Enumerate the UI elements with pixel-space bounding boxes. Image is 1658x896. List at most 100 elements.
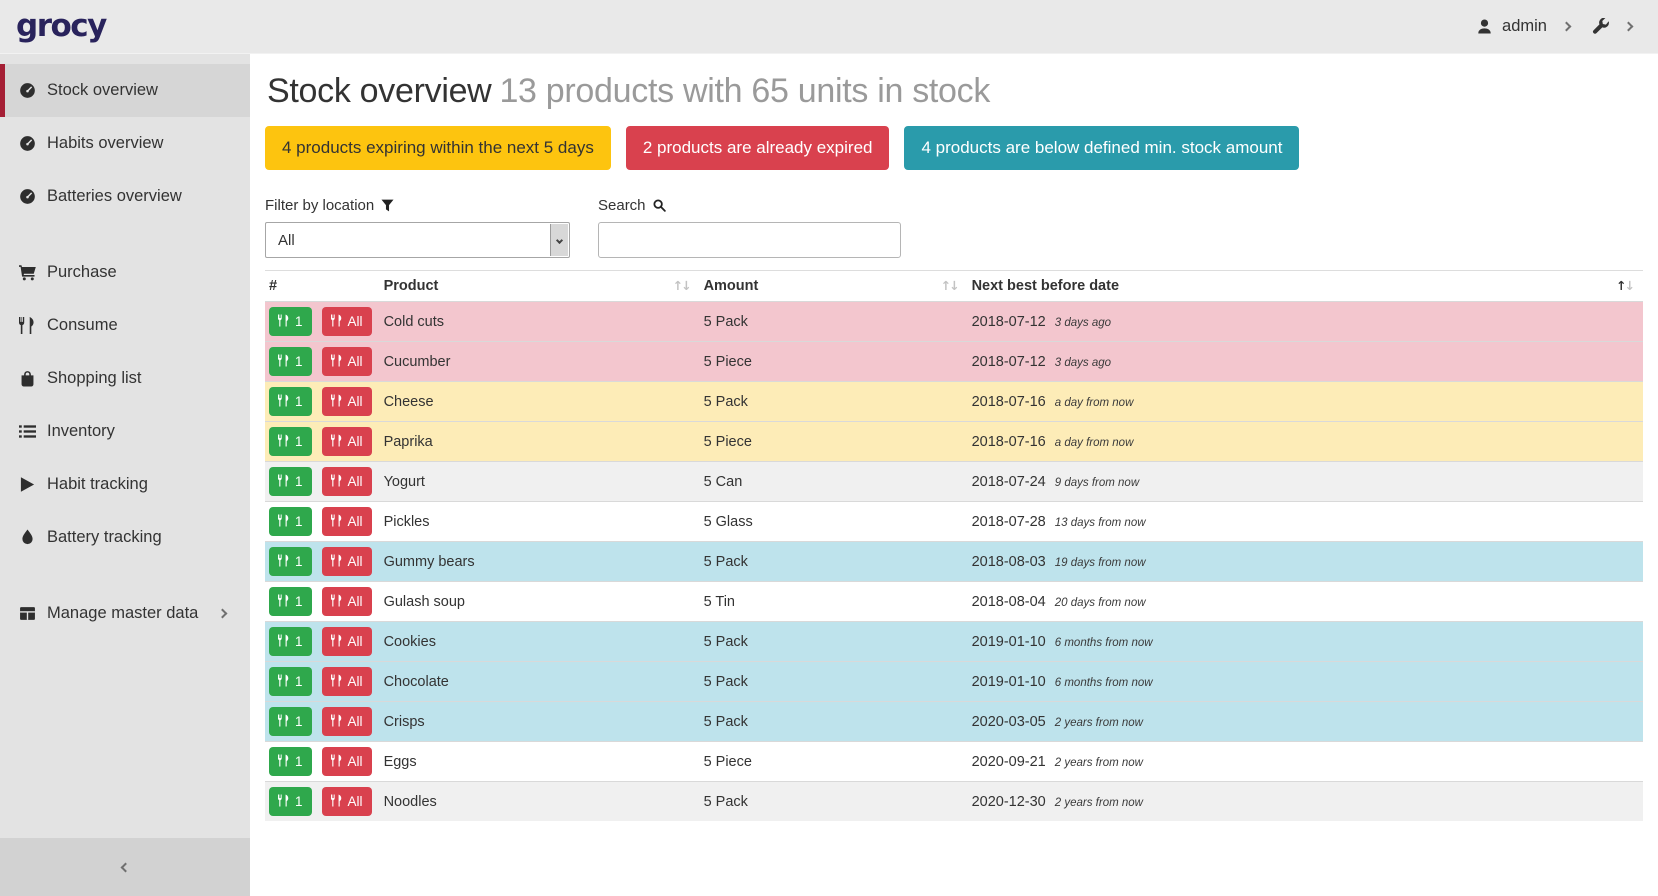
consume-all-button[interactable]: All [321,387,372,416]
table-row: 1 All Eggs 5 Piece 2020-09-21 2 years fr… [265,741,1643,782]
location-filter: Filter by location All [265,197,570,258]
app-logo[interactable]: grocy [16,8,107,44]
amount-cell: 5 Piece [699,421,968,462]
table-row: 1 All Paprika 5 Piece 2018-07-16 a day f… [265,421,1643,462]
sidebar-item-purchase[interactable]: Purchase [0,246,250,299]
search-label-text: Search [598,197,646,214]
product-cell: Cheese [379,381,700,422]
settings-menu[interactable] [1592,18,1609,35]
consume-all-label: All [347,794,363,809]
consume-all-button[interactable]: All [321,347,372,376]
sidebar-item-label: Manage master data [47,604,199,622]
sidebar-item-habits-overview[interactable]: Habits overview [0,117,250,170]
column-header-amount[interactable]: Amount ↑↓ [699,270,968,302]
consume-one-label: 1 [295,714,303,729]
consume-one-button[interactable]: 1 [269,787,312,816]
amount-cell: 5 Pack [699,621,968,662]
consume-one-label: 1 [295,674,303,689]
consume-one-label: 1 [295,314,303,329]
sidebar-item-inventory[interactable]: Inventory [0,405,250,458]
sort-icon: ↑↓ [672,278,692,293]
best-before-cell: 2019-01-10 6 months from now [967,621,1643,662]
product-cell: Cold cuts [379,301,700,342]
consume-one-button[interactable]: 1 [269,627,312,656]
sidebar-item-label: Shopping list [47,369,142,387]
column-header-label: Product [383,278,439,294]
consume-all-button[interactable]: All [321,507,372,536]
chevron-right-icon[interactable] [1561,21,1572,32]
consume-one-button[interactable]: 1 [269,707,312,736]
consume-one-button[interactable]: 1 [269,427,312,456]
select-caret[interactable] [550,224,568,256]
table-row: 1 All Cheese 5 Pack 2018-07-16 a day fro… [265,381,1643,422]
consume-all-button[interactable]: All [321,747,372,776]
best-before-date: 2019-01-10 [971,633,1046,650]
status-badges: 4 products expiring within the next 5 da… [265,126,1643,170]
search-input[interactable] [598,222,901,258]
column-header-product[interactable]: Product ↑↓ [379,270,700,302]
best-before-cell: 2018-07-16 a day from now [967,421,1643,462]
best-before-cell: 2018-07-12 3 days ago [967,341,1643,382]
best-before-relative: 6 months from now [1054,676,1153,689]
sidebar-item-manage-master-data[interactable]: Manage master data [0,587,250,640]
amount-cell: 5 Tin [699,581,968,622]
consume-one-button[interactable]: 1 [269,747,312,776]
column-header-next-best-before-date[interactable]: Next best before date ↑↓ [967,270,1643,302]
sidebar-item-label: Habit tracking [47,475,148,493]
utensils-icon [330,474,343,490]
consume-all-button[interactable]: All [321,587,372,616]
consume-one-button[interactable]: 1 [269,587,312,616]
consume-all-button[interactable]: All [321,547,372,576]
consume-one-button[interactable]: 1 [269,667,312,696]
consume-all-button[interactable]: All [321,307,372,336]
sidebar-item-habit-tracking[interactable]: Habit tracking [0,458,250,511]
sidebar-item-batteries-overview[interactable]: Batteries overview [0,170,250,223]
utensils-icon [278,714,290,730]
consume-all-label: All [347,754,363,769]
product-cell: Cookies [379,621,700,662]
chevron-right-icon[interactable] [1623,21,1634,32]
consume-all-button[interactable]: All [321,627,372,656]
consume-all-button[interactable]: All [321,467,372,496]
status-badge[interactable]: 4 products are below defined min. stock … [904,126,1300,170]
search-label: Search [598,197,901,214]
search-filter: Search [598,197,901,258]
consume-all-label: All [347,674,363,689]
consume-all-button[interactable]: All [321,787,372,816]
chevron-right-icon [217,608,228,619]
table-header-row: # Product ↑↓ Amount ↑↓ Next best before date ↑… [265,270,1643,302]
status-badge[interactable]: 2 products are already expired [625,126,890,170]
status-badge[interactable]: 4 products expiring within the next 5 da… [265,126,611,170]
consume-all-label: All [347,714,363,729]
tachometer-icon [18,82,37,99]
sidebar-item-label: Consume [47,316,118,334]
sidebar: Stock overview Habits overview Batteries o… [0,54,250,896]
sidebar-item-stock-overview[interactable]: Stock overview [0,64,250,117]
consume-one-button[interactable]: 1 [269,467,312,496]
location-select[interactable]: All [265,222,570,258]
consume-all-label: All [347,394,363,409]
sidebar-item-label: Battery tracking [47,528,162,546]
filters-row: Filter by location All Search [265,197,1643,258]
consume-one-button[interactable]: 1 [269,547,312,576]
sidebar-item-shopping-list[interactable]: Shopping list [0,352,250,405]
consume-all-button[interactable]: All [321,667,372,696]
best-before-cell: 2018-07-24 9 days from now [967,461,1643,502]
sidebar-item-battery-tracking[interactable]: Battery tracking [0,511,250,564]
consume-one-button[interactable]: 1 [269,347,312,376]
consume-one-button[interactable]: 1 [269,387,312,416]
consume-one-button[interactable]: 1 [269,507,312,536]
consume-all-button[interactable]: All [321,707,372,736]
user-menu[interactable]: admin [1476,17,1547,36]
consume-all-button[interactable]: All [321,427,372,456]
sidebar-collapse-button[interactable] [0,838,250,896]
sidebar-item-consume[interactable]: Consume [0,299,250,352]
sidebar-group: Stock overview Habits overview Batteries o… [0,64,250,223]
consume-one-button[interactable]: 1 [269,307,312,336]
utensils-icon [330,794,343,810]
best-before-cell: 2020-09-21 2 years from now [967,741,1643,782]
utensils-icon [278,794,290,810]
sidebar-nav: Stock overview Habits overview Batteries o… [0,64,250,640]
utensils-icon [278,514,290,530]
consume-one-label: 1 [295,394,303,409]
